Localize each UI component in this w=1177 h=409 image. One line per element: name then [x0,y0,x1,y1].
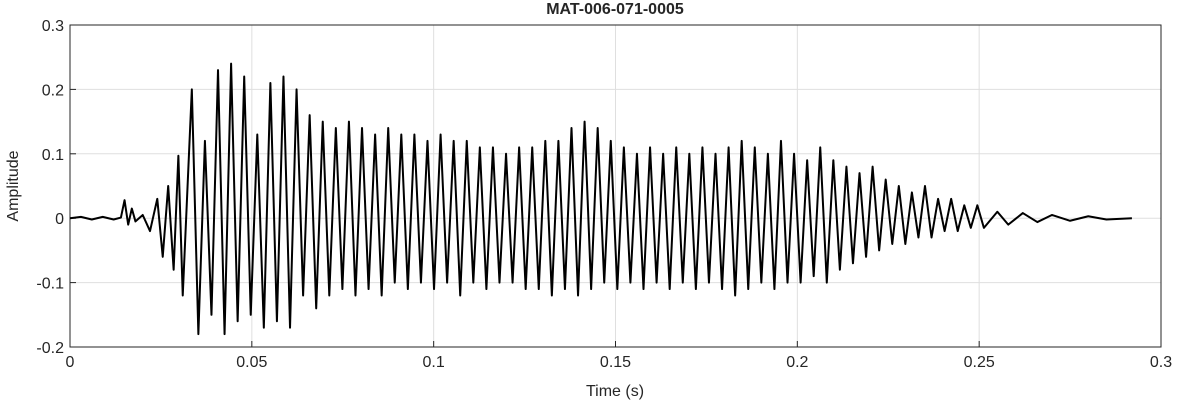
y-tick-label: 0 [55,211,64,228]
y-tick-label: 0.2 [42,82,64,99]
y-tick-label: 0.1 [42,147,64,164]
x-tick-label: 0.3 [1150,354,1172,371]
x-tick-label: 0.1 [423,354,445,371]
y-tick-label: -0.1 [36,276,64,293]
x-axis-label: Time (s) [586,383,644,400]
y-tick-label: 0.3 [42,18,64,35]
x-tick-label: 0 [66,354,75,371]
y-axis-label: Amplitude [5,150,22,221]
chart-title: MAT-006-071-0005 [546,1,684,18]
x-tick-label: 0.15 [600,354,631,371]
y-tick-label: -0.2 [36,340,64,357]
waveform-line [69,62,1132,336]
x-tick-label: 0.25 [964,354,995,371]
x-tick-label: 0.05 [236,354,267,371]
axes-box [69,24,1162,348]
x-tick-label: 0.2 [786,354,808,371]
